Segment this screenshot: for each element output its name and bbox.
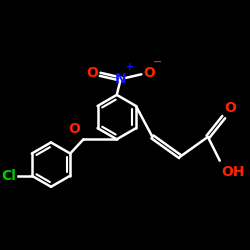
Text: OH: OH xyxy=(221,164,245,178)
Text: O: O xyxy=(68,122,80,136)
Text: O: O xyxy=(224,101,236,115)
Text: −: − xyxy=(152,56,162,66)
Text: O: O xyxy=(86,66,98,80)
Text: N: N xyxy=(115,72,126,86)
Text: O: O xyxy=(143,66,155,80)
Text: Cl: Cl xyxy=(1,169,16,183)
Text: +: + xyxy=(126,62,134,72)
